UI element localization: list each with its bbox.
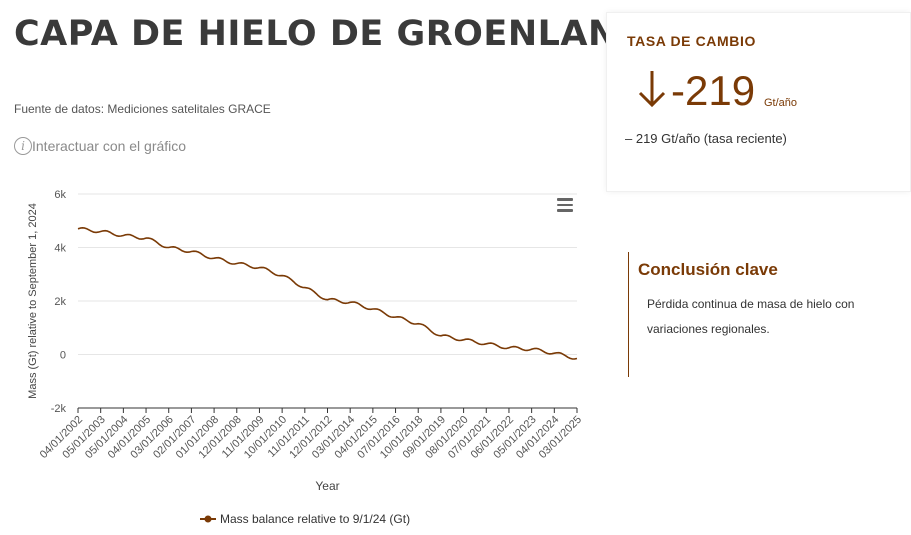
y-tick-label: -2k <box>51 403 67 415</box>
rate-of-change-card: TASA DE CAMBIO -219 Gt/año – 219 Gt/año … <box>606 12 911 192</box>
series-line-mass-balance <box>77 226 578 360</box>
rate-label: TASA DE CAMBIO <box>627 33 756 49</box>
y-tick-label: 4k <box>54 243 66 255</box>
chart-menu-icon[interactable] <box>555 195 575 213</box>
y-tick-label: 6k <box>54 189 66 201</box>
mass-balance-chart: -2k02k4k6k04/01/200205/01/200305/01/2004… <box>27 189 584 526</box>
arrow-down-icon <box>638 71 666 108</box>
data-source: Fuente de datos: Mediciones satelitales … <box>14 102 271 116</box>
y-tick-label: 0 <box>60 350 66 362</box>
interact-label: Interactuar con el gráfico <box>32 138 187 154</box>
x-axis-title: Year <box>315 479 339 493</box>
page-title: CAPA DE HIELO DE GROENLANDIA <box>14 14 689 54</box>
info-icon: i <box>14 137 32 155</box>
interact-with-chart[interactable]: i Interactuar con el gráfico <box>14 137 186 155</box>
key-conclusion: Conclusión clave Pérdida continua de mas… <box>628 252 899 377</box>
y-axis-title: Mass (Gt) relative to September 1, 2024 <box>27 203 39 399</box>
y-tick-label: 2k <box>54 296 66 308</box>
conclusion-title: Conclusión clave <box>638 260 778 279</box>
conclusion-text: Pérdida continua de masa de hielo con va… <box>647 297 855 336</box>
rate-note: – 219 Gt/año (tasa reciente) <box>625 131 787 146</box>
legend-point-marker <box>204 515 212 523</box>
rate-value: -219 <box>671 67 756 114</box>
legend-label: Mass balance relative to 9/1/24 (Gt) <box>220 512 410 526</box>
rate-unit: Gt/año <box>764 97 798 109</box>
